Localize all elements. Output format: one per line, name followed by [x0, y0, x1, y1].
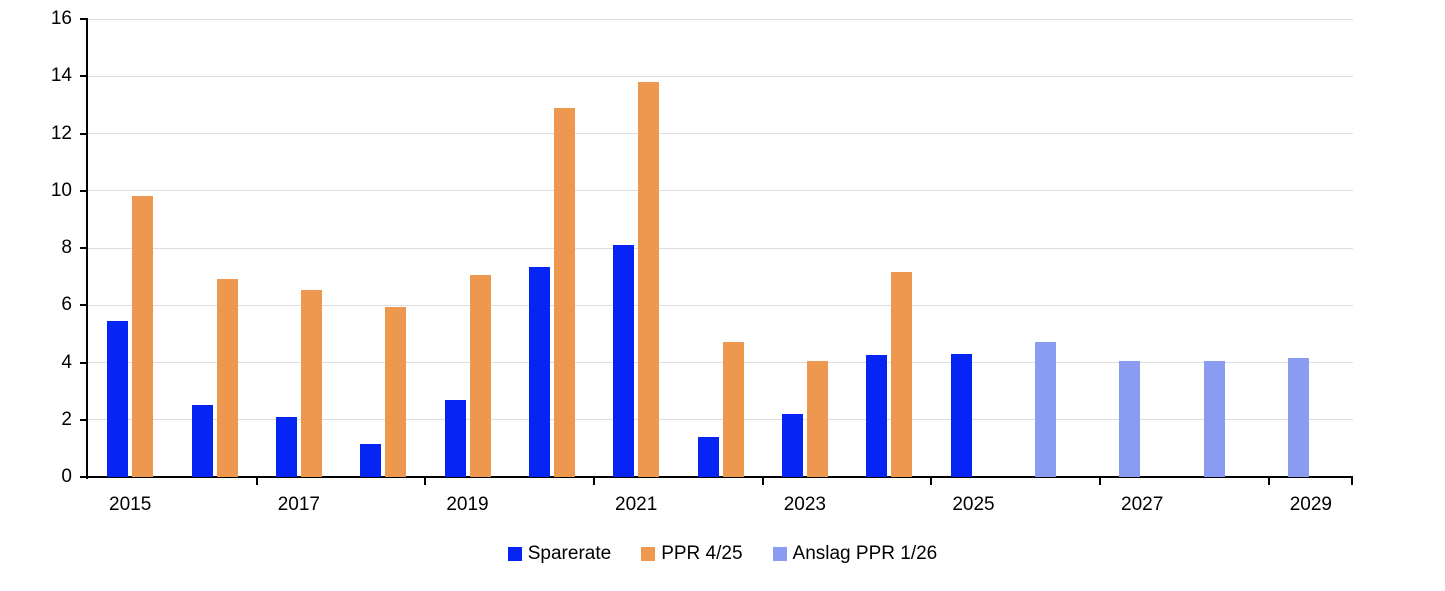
y-axis-tick-16: [80, 18, 88, 20]
bar-sparerate-2023: [781, 414, 803, 477]
y-axis-label-14: 14: [50, 65, 72, 87]
bar-sparerate-2019: [444, 399, 466, 477]
y-axis-tick-10: [80, 189, 88, 192]
legend-label-ppr-4-25: PPR 4/25: [661, 543, 743, 564]
y-axis-label-6: 6: [61, 294, 72, 316]
bar-ppr-4-25-2017: [300, 289, 322, 477]
y-axis-label-10: 10: [50, 179, 72, 201]
legend-item-anslag-ppr-1-26: Anslag PPR 1/26: [772, 543, 938, 564]
bar-ppr-4-25-2023: [806, 361, 828, 477]
legend-label-anslag-ppr-1-26: Anslag PPR 1/26: [792, 543, 938, 564]
bar-ppr-4-25-2024: [891, 272, 913, 477]
y-axis-label-0: 0: [61, 466, 72, 487]
bar-sparerate-2021: [613, 245, 635, 477]
x-axis-tick-2019: [424, 478, 427, 485]
y-axis-label-4: 4: [61, 351, 72, 373]
bar-sparerate-2025: [950, 353, 972, 477]
bar-sparerate-2016: [191, 405, 213, 477]
bar-ppr-4-25-2021: [638, 81, 660, 477]
bar-sparerate-2018: [360, 444, 382, 477]
bar-ppr-4-25-2020: [553, 107, 575, 477]
x-axis-label-2017: 2017: [277, 494, 320, 515]
y-axis-label-8: 8: [61, 237, 72, 258]
y-axis-tick-8: [80, 247, 88, 249]
legend-item-sparerate: Sparerate: [507, 543, 612, 564]
y-axis-tick-0: [80, 476, 88, 478]
x-axis-label-2019: 2019: [446, 494, 489, 515]
bar-sparerate-2022: [697, 436, 719, 477]
gridline-y-10: [88, 190, 1353, 192]
bar-sparerate-2020: [528, 266, 550, 477]
anslag-ppr-1-26-swatch-icon: [772, 547, 787, 561]
gridline-y-16: [88, 18, 1353, 20]
bar-ppr-4-25-2018: [385, 306, 407, 477]
y-axis-label-2: 2: [61, 408, 72, 430]
x-axis-line: [86, 476, 1353, 478]
x-axis-tick-2021: [593, 478, 595, 485]
gridline-y-14: [88, 75, 1353, 77]
bar-ppr-4-25-2015: [132, 196, 154, 477]
y-axis-tick-12: [80, 132, 88, 135]
bar-sparerate-2017: [275, 416, 297, 477]
y-axis-tick-14: [80, 75, 88, 78]
gridline-y-4: [88, 362, 1353, 363]
sparerate-swatch-icon: [507, 547, 522, 561]
y-axis-tick-4: [80, 361, 88, 364]
y-axis-tick-6: [80, 304, 88, 307]
x-axis-label-2025: 2025: [952, 494, 995, 515]
gridline-y-6: [88, 304, 1353, 306]
bar-sparerate-2024: [866, 355, 888, 477]
x-axis-label-2027: 2027: [1121, 494, 1164, 515]
gridline-y-2: [88, 419, 1353, 421]
chart-legend: Sparerate PPR 4/25 Anslag PPR 1/26: [0, 544, 1445, 564]
bar-ppr-4-25-2016: [216, 279, 238, 477]
x-axis-label-2023: 2023: [783, 494, 826, 515]
gridline-y-8: [88, 247, 1353, 249]
legend-label-sparerate: Sparerate: [527, 543, 612, 564]
bar-ppr-4-25-2019: [469, 275, 491, 477]
bar-sparerate-2015: [107, 320, 129, 477]
gridline-y-12: [88, 133, 1353, 134]
legend-item-ppr-4-25: PPR 4/25: [641, 543, 743, 564]
x-axis-tick-2029: [1267, 478, 1270, 485]
x-axis-tick-2027: [1099, 478, 1101, 485]
x-axis-label-2029: 2029: [1289, 494, 1332, 515]
bar-ppr-4-25-2022: [722, 342, 744, 477]
bar-anslag-ppr-1-26-2029: [1287, 358, 1309, 477]
bar-anslag-ppr-1-26-2028: [1203, 361, 1225, 477]
y-axis-label-16: 16: [50, 8, 72, 29]
x-axis-label-2015: 2015: [109, 494, 152, 515]
x-axis-tick-2017: [255, 478, 258, 485]
y-axis-label-12: 12: [50, 122, 72, 144]
x-axis-label-2021: 2021: [615, 494, 658, 515]
x-axis-tick-2025: [930, 478, 933, 485]
y-axis-line: [86, 19, 88, 479]
bar-anslag-ppr-1-26-2026: [1034, 342, 1056, 477]
bar-anslag-ppr-1-26-2027: [1119, 361, 1141, 477]
y-axis-tick-2: [80, 418, 88, 421]
ppr-4-25-swatch-icon: [641, 547, 656, 561]
x-axis-tick-end: [1351, 478, 1353, 485]
x-axis-tick-2023: [761, 478, 764, 485]
